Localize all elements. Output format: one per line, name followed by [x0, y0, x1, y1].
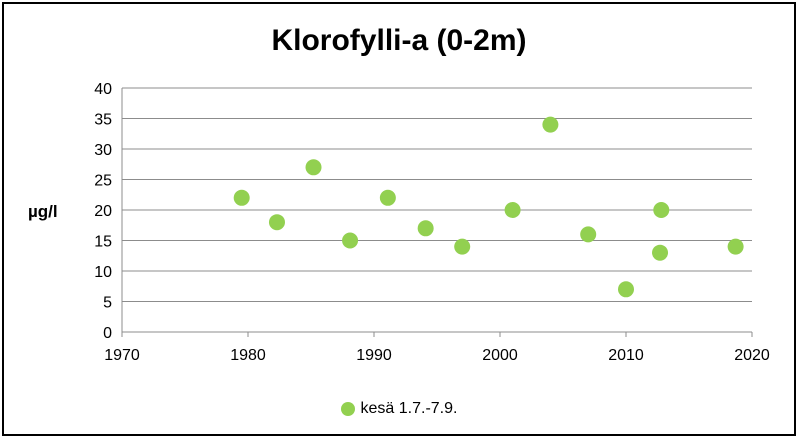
- x-tick-label: 1970: [104, 347, 140, 364]
- chart-frame: Klorofylli-a (0-2m) µg/l 0 5 10 15 20 25 30 35 4…: [2, 2, 796, 436]
- y-tick-label: 35: [94, 112, 112, 129]
- legend: kesä 1.7.-7.9.: [4, 400, 794, 418]
- x-tick-label: 1980: [230, 347, 266, 364]
- data-point: [505, 202, 521, 218]
- y-tick-label: 10: [94, 264, 112, 281]
- x-tick-label: 2020: [734, 347, 770, 364]
- y-tick-label: 25: [94, 173, 112, 190]
- data-point: [454, 239, 470, 255]
- y-tick-label: 0: [103, 325, 112, 342]
- data-point: [306, 159, 322, 175]
- x-tick-label: 2000: [482, 347, 518, 364]
- data-point: [542, 117, 558, 133]
- plot-area: 0 5 10 15 20 25 30 35 40 1970 1980 1990 2000 2010 2020: [4, 4, 794, 434]
- data-point: [342, 233, 358, 249]
- data-point: [618, 281, 634, 297]
- y-tick-label: 30: [94, 142, 112, 159]
- x-tick-label: 2010: [608, 347, 644, 364]
- data-point: [418, 220, 434, 236]
- x-tick-label: 1990: [356, 347, 392, 364]
- data-point: [728, 239, 744, 255]
- legend-marker: [341, 402, 355, 416]
- y-tick-label: 40: [94, 81, 112, 98]
- data-point: [269, 214, 285, 230]
- data-point: [653, 202, 669, 218]
- data-point: [380, 190, 396, 206]
- y-tick-label: 20: [94, 203, 112, 220]
- data-point: [580, 226, 596, 242]
- legend-label: kesä 1.7.-7.9.: [361, 400, 458, 418]
- y-tick-label: 5: [103, 295, 112, 312]
- data-point: [234, 190, 250, 206]
- data-point: [652, 245, 668, 261]
- y-tick-label: 15: [94, 234, 112, 251]
